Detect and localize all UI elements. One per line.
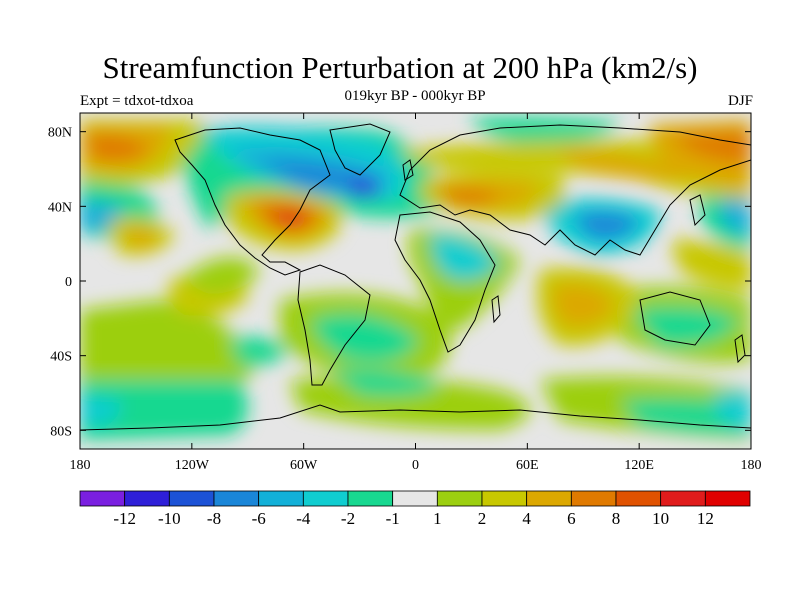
- eurasia-outline: [399, 124, 751, 256]
- madagascar-outline: [491, 295, 501, 324]
- colorbar-label: -6: [252, 509, 266, 528]
- plot-subtitle: 019kyr BP - 000kyr BP: [344, 88, 486, 104]
- colorbar-label: 12: [697, 509, 714, 528]
- contour-region: [180, 257, 260, 295]
- colorbar-label: -10: [158, 509, 181, 528]
- colorbar-label: 10: [652, 509, 669, 528]
- colorbar-label: -4: [296, 509, 311, 528]
- contour-region: [278, 212, 305, 225]
- contour-region: [80, 395, 121, 425]
- contour-region: [553, 284, 615, 326]
- colorbar-label: 4: [522, 509, 531, 528]
- north-america-outline: [174, 127, 331, 276]
- greenland-outline: [329, 123, 391, 176]
- contour-region: [330, 369, 440, 397]
- contour-region: [350, 179, 385, 197]
- contour-region: [125, 227, 160, 248]
- lon-tick-label: 120W: [175, 458, 210, 473]
- lat-tick-label: 0: [65, 275, 72, 290]
- lat-tick-label: 80S: [50, 424, 72, 439]
- contour-region: [80, 380, 248, 440]
- lat-tick-label: 40N: [48, 200, 72, 215]
- plot-title: Streamfunction Perturbation at 200 hPa (…: [102, 50, 698, 85]
- colorbar-label: 1: [433, 509, 442, 528]
- colorbar-swatch: [436, 490, 483, 507]
- africa-outline: [394, 211, 496, 353]
- colorbar-label: -8: [207, 509, 221, 528]
- colorbar-swatch: [347, 490, 394, 507]
- contour-region: [720, 195, 751, 235]
- japan-outline: [689, 194, 706, 227]
- south-america-outline: [297, 264, 371, 386]
- colorbar-swatch: [79, 490, 126, 507]
- contour-region: [310, 313, 420, 363]
- contour-region: [440, 188, 500, 207]
- contour-region: [670, 240, 751, 290]
- colorbar-swatch: [481, 490, 528, 507]
- lat-tick-label: 40S: [50, 350, 72, 365]
- contour-region: [80, 300, 260, 400]
- new-zealand-outline: [734, 334, 746, 364]
- map-plot-area: 180 120W 60W 0 60E 120E 180 80N 40N 0 40S 80S: [48, 112, 762, 473]
- contour-fields: [80, 117, 751, 440]
- lon-tick-label: 60E: [516, 458, 539, 473]
- colorbar: -12 -10 -8 -6 -4 -2 -1 1 2 4 6 8 10 12: [79, 490, 751, 528]
- lat-tick-label: 80N: [48, 126, 72, 141]
- colorbar-swatch: [302, 490, 349, 507]
- colorbar-swatch: [704, 490, 751, 507]
- antarctica-outline: [80, 404, 751, 431]
- colorbar-swatch: [526, 490, 572, 507]
- colorbar-swatch: [392, 490, 438, 507]
- contour-region: [470, 117, 620, 145]
- experiment-label: Expt = tdxot-tdxoa: [80, 93, 194, 109]
- colorbar-swatch: [615, 490, 662, 507]
- contour-region: [85, 134, 150, 162]
- colorbar-swatch: [570, 490, 617, 507]
- colorbar-swatch: [168, 490, 215, 507]
- lon-tick-label: 60W: [290, 458, 318, 473]
- colorbar-label: 6: [567, 509, 576, 528]
- lon-tick-label: 180: [741, 458, 762, 473]
- colorbar-label: 2: [478, 509, 487, 528]
- colorbar-label: -1: [386, 509, 400, 528]
- colorbar-swatch: [258, 490, 304, 507]
- lon-tick-label: 0: [412, 458, 419, 473]
- contour-region: [560, 150, 700, 180]
- colorbar-swatch: [213, 490, 260, 507]
- australia-outline: [639, 291, 711, 346]
- contour-region: [290, 376, 530, 430]
- season-label: DJF: [727, 93, 753, 109]
- contour-region: [430, 235, 500, 281]
- contour-region: [230, 336, 290, 366]
- lon-tick-label: 120E: [624, 458, 654, 473]
- colorbar-swatch: [660, 490, 706, 507]
- colorbar-swatch: [124, 490, 170, 507]
- coastlines: [80, 123, 751, 431]
- contour-region: [715, 390, 751, 430]
- axis-ticks: 180 120W 60W 0 60E 120E 180 80N 40N 0 40S 80S: [48, 113, 762, 473]
- colorbar-label: -2: [341, 509, 355, 528]
- contour-region: [670, 130, 751, 165]
- contour-region: [575, 211, 640, 240]
- colorbar-label: 8: [612, 509, 621, 528]
- uk-outline: [402, 159, 414, 181]
- colorbar-label: -12: [113, 509, 136, 528]
- lon-tick-label: 180: [70, 458, 91, 473]
